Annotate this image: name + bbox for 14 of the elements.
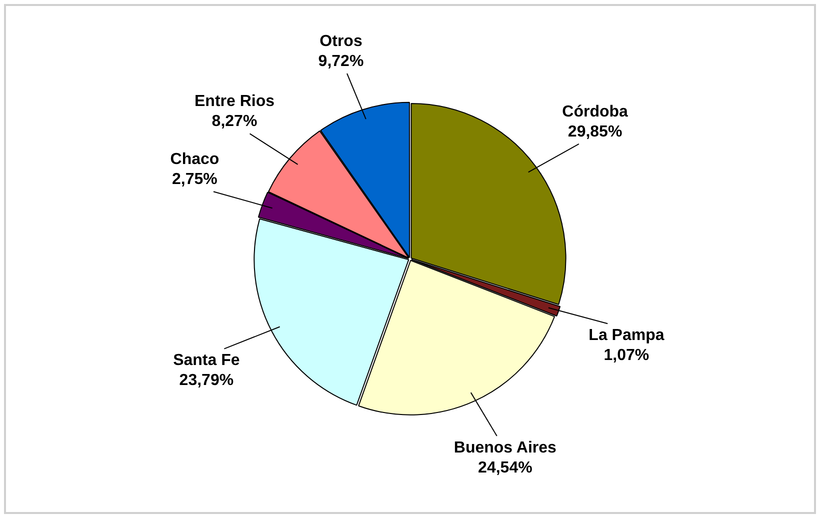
slice-label: Otros [320,32,362,50]
data-label: 29,85% [568,123,622,140]
data-label: 2,75% [172,170,218,188]
slice-label: Chaco [170,150,220,168]
slice-label: La Pampa [588,327,664,344]
slice-label: Entre Rios [194,93,275,110]
data-label: 23,79% [179,372,234,390]
slice-label: Santa Fe [173,352,240,370]
slice-label: Buenos Aires [454,439,557,456]
data-label: 9,72% [318,52,364,70]
data-label: 8,27% [212,113,258,130]
slice-label: Córdoba [562,103,628,120]
data-label: 1,07% [604,347,650,364]
data-label: 24,54% [478,459,532,476]
